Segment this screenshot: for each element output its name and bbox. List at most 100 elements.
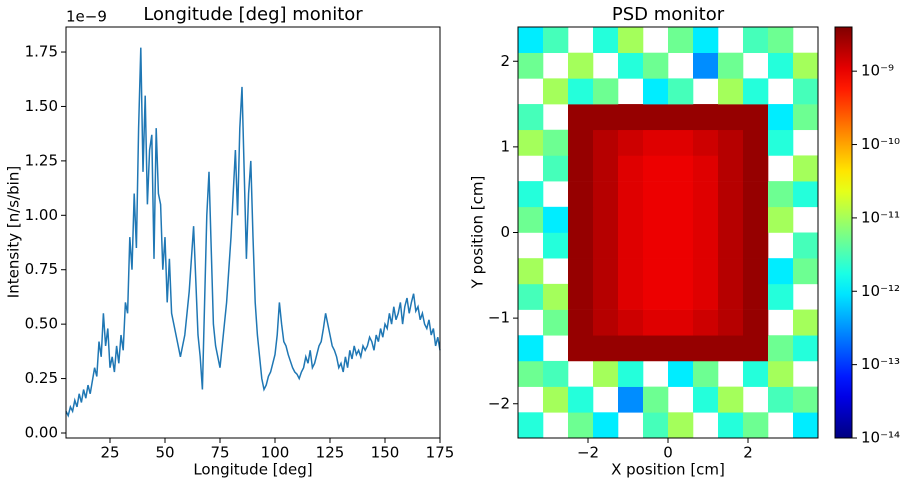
heatmap-cell [668, 283, 694, 310]
heatmap-cell [668, 181, 694, 208]
heatmap-cell [743, 360, 769, 387]
heatmap-cell [543, 129, 569, 156]
heatmap-cell [718, 386, 744, 413]
heatmap-cell [668, 309, 694, 336]
heatmap-cell [568, 386, 594, 413]
x-tick-label: 175 [426, 444, 455, 462]
heatmap-cell [618, 360, 644, 387]
heatmap-cell [743, 258, 769, 285]
heatmap-cell [743, 309, 769, 336]
heatmap-cell [718, 104, 744, 131]
heatmap-cell [643, 78, 669, 105]
heatmap-cell [743, 78, 769, 105]
heatmap-cell [643, 206, 669, 233]
heatmap-cell [743, 283, 769, 310]
y-tick-label: 0.50 [25, 315, 58, 333]
heatmap-cell [568, 104, 594, 131]
heatmap-cell [768, 52, 794, 79]
heatmap-cell [668, 232, 694, 259]
heatmap-cell [743, 104, 769, 131]
line-series [65, 47, 441, 418]
colorbar-tick-label: 10⁻¹² [861, 282, 900, 300]
heatmap-cell [618, 155, 644, 182]
heatmap-cell [593, 206, 619, 233]
heatmap-cell [543, 206, 569, 233]
heatmap-cell [593, 181, 619, 208]
heatmap-cell [593, 78, 619, 105]
y-tick-label: 0.25 [25, 369, 58, 387]
heatmap-cell [593, 360, 619, 387]
heatmap-cell [618, 181, 644, 208]
heatmap-cell [743, 181, 769, 208]
heatmap-cell [643, 181, 669, 208]
heatmap-cell [743, 206, 769, 233]
heatmap-cell [518, 258, 544, 285]
heatmap-cell [743, 232, 769, 259]
heatmap-cell [668, 206, 694, 233]
heatmap-cell [768, 206, 794, 233]
x-axis-label: Longitude [deg] [193, 461, 312, 479]
heatmap-cell [618, 206, 644, 233]
y-tick-label: 1.25 [25, 151, 58, 169]
heatmap-cell [518, 283, 544, 310]
heatmap-cell [768, 360, 794, 387]
heatmap-cell [568, 155, 594, 182]
heatmap-cell [518, 27, 544, 53]
heatmap-cell [593, 283, 619, 310]
heatmap-cell [643, 104, 669, 131]
heatmap-cell [518, 181, 544, 208]
heatmap-cell [718, 129, 744, 156]
heatmap-cell [768, 104, 794, 131]
x-tick-label: 150 [371, 444, 400, 462]
heatmap-cell [618, 27, 644, 53]
heatmap-cell [568, 181, 594, 208]
heatmap-cell [718, 412, 744, 439]
heatmap-cell [568, 206, 594, 233]
x-tick-label: 75 [210, 444, 229, 462]
colorbar [834, 26, 853, 439]
heatmap-cell [793, 104, 819, 131]
plot-frame [65, 26, 441, 439]
heatmap-cell [693, 181, 719, 208]
heatmap-cell [793, 386, 819, 413]
heatmap-cell [768, 258, 794, 285]
heatmap-cell [693, 335, 719, 362]
heatmap-cell [518, 335, 544, 362]
colorbar-tick-label: 10⁻¹⁰ [861, 135, 900, 153]
heatmap-cell [643, 232, 669, 259]
heatmap-cell [693, 104, 719, 131]
heatmap-cell [693, 155, 719, 182]
heatmap-cell [668, 27, 694, 53]
heatmap-cell [518, 104, 544, 131]
heatmap-cell [643, 155, 669, 182]
heatmap-cell [568, 78, 594, 105]
y-tick-label: 1.50 [25, 97, 58, 115]
heatmap-cell [518, 206, 544, 233]
heatmap-cell [718, 258, 744, 285]
y-tick-label: 1.00 [25, 206, 58, 224]
heatmap-cell [693, 386, 719, 413]
heatmap-cell [793, 309, 819, 336]
heatmap-cell [768, 181, 794, 208]
heatmap-cell [668, 129, 694, 156]
heatmap-cell [718, 309, 744, 336]
heatmap-cell [768, 129, 794, 156]
x-tick-label: −2 [577, 444, 599, 462]
heatmap-cell [718, 78, 744, 105]
x-tick-label: 100 [261, 444, 290, 462]
heatmap-cell [743, 335, 769, 362]
heatmap-cell [543, 232, 569, 259]
x-tick-label: 125 [316, 444, 345, 462]
heatmap-cell [593, 155, 619, 182]
heatmap-cell [693, 129, 719, 156]
heatmap-cell [593, 104, 619, 131]
chart-title: Longitude [deg] monitor [143, 4, 363, 25]
heatmap-cell [618, 104, 644, 131]
y-tick-label: 1 [500, 137, 510, 155]
y-tick-label: −2 [488, 394, 510, 412]
heatmap-cell [618, 52, 644, 79]
heatmap-cell [743, 129, 769, 156]
colorbar-tick-label: 10⁻¹³ [861, 355, 900, 373]
heatmap-cell [593, 335, 619, 362]
heatmap-cell [768, 283, 794, 310]
